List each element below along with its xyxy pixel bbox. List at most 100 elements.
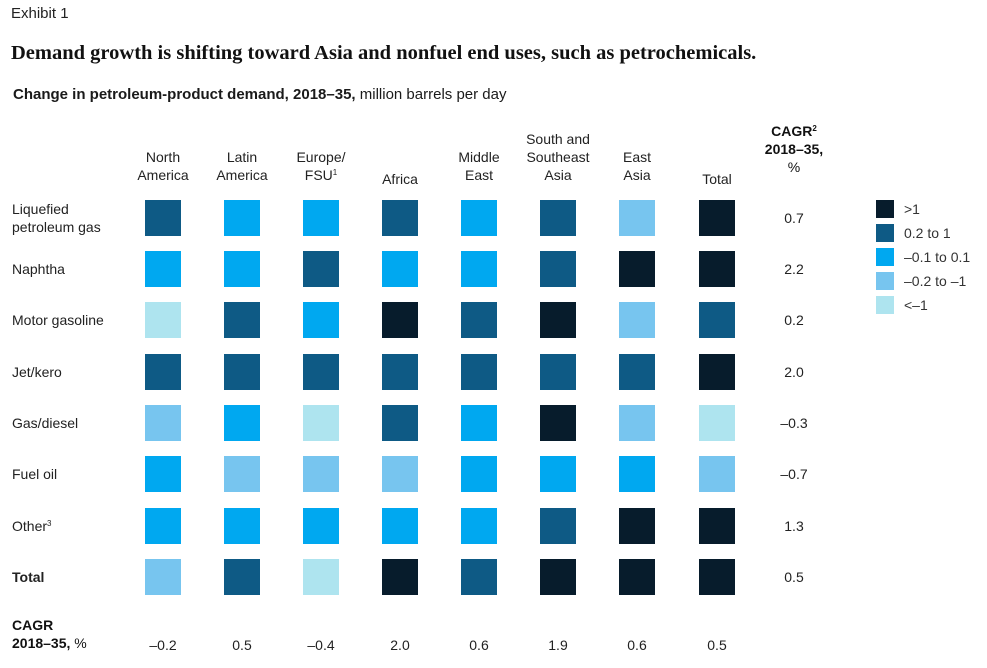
column-cagr-value: 0.5 <box>232 637 252 653</box>
heatmap-cell <box>699 354 735 390</box>
column-header-line: East <box>464 167 493 183</box>
row-label-text: Other <box>12 518 48 534</box>
legend-label: >1 <box>904 201 920 217</box>
row-cagr-value: 0.2 <box>784 312 804 328</box>
heatmap-cell <box>224 200 260 236</box>
subtitle-bold: Change in petroleum-product demand, 2018… <box>13 86 356 103</box>
row-label-line: Fuel oil <box>12 465 57 483</box>
heatmap-cell <box>382 559 418 595</box>
row-label-line: Gas/diesel <box>12 414 78 432</box>
row-label: Liquefied petroleum gas <box>12 200 101 236</box>
row-label: Total <box>12 568 44 586</box>
row-label: Naphtha <box>12 260 65 278</box>
heatmap-cell <box>699 200 735 236</box>
column-cagr-value: 0.6 <box>469 637 489 653</box>
row-label: Jet/kero <box>12 363 62 381</box>
heatmap-cell <box>303 200 339 236</box>
heatmap-cell <box>224 302 260 338</box>
heatmap-cell <box>145 456 181 492</box>
row-label-line: Total <box>12 568 44 586</box>
cagr-column-header: CAGR2 2018–35, % <box>744 122 844 176</box>
heatmap-cell <box>699 302 735 338</box>
column-header-line: Asia <box>623 167 651 183</box>
heatmap-cell <box>145 405 181 441</box>
column-cagr-value: –0.2 <box>149 637 177 653</box>
heatmap-cell <box>699 251 735 287</box>
column-header: Africa <box>350 170 450 188</box>
row-label: Gas/diesel <box>12 414 78 432</box>
column-header-line: America <box>216 167 268 183</box>
row-label-line: Other3 <box>12 517 51 535</box>
chart-title: Demand growth is shifting toward Asia an… <box>11 42 757 64</box>
row-label-line: Liquefied <box>12 200 101 218</box>
heatmap-cell <box>382 200 418 236</box>
column-header-line: Europe/ <box>296 149 346 165</box>
row-label: Fuel oil <box>12 465 57 483</box>
heatmap-cell <box>224 559 260 595</box>
heatmap-cell <box>382 302 418 338</box>
heatmap-cell <box>461 456 497 492</box>
heatmap-cell <box>382 354 418 390</box>
row-label-text: petroleum gas <box>12 219 101 235</box>
heatmap-cell <box>619 456 655 492</box>
heatmap-cell <box>619 405 655 441</box>
heatmap-cell <box>303 251 339 287</box>
heatmap-cell <box>461 559 497 595</box>
row-label-text: Motor gasoline <box>12 312 104 328</box>
column-header-text: FSU <box>304 167 333 183</box>
column-cagr-value: 1.9 <box>548 637 568 653</box>
column-header-line: America <box>137 167 189 183</box>
heatmap-cell <box>461 251 497 287</box>
legend-label: –0.1 to 0.1 <box>904 249 971 265</box>
heatmap-cell <box>224 508 260 544</box>
heatmap-cell <box>145 200 181 236</box>
row-label-text: Total <box>12 569 45 585</box>
heatmap-cell <box>303 456 339 492</box>
legend-swatch <box>876 200 894 218</box>
column-header-line: Africa <box>382 171 418 187</box>
heatmap-cell <box>540 508 576 544</box>
heatmap-cell <box>699 508 735 544</box>
column-header-line-with-footnote: FSU1 <box>271 166 371 184</box>
row-label-text: Gas/diesel <box>12 415 79 431</box>
column-header: Latin America <box>192 148 292 184</box>
column-header-line: North <box>145 149 181 165</box>
legend-label: –0.2 to –1 <box>904 273 967 289</box>
heatmap-cell <box>540 456 576 492</box>
legend-swatch <box>876 272 894 290</box>
heatmap-cell <box>461 354 497 390</box>
heatmap-cell <box>303 508 339 544</box>
heatmap-cell <box>540 354 576 390</box>
heatmap-cell <box>303 559 339 595</box>
row-cagr-value: –0.3 <box>780 415 808 431</box>
heatmap-cell <box>540 200 576 236</box>
bottom-cagr-unit: % <box>70 635 87 651</box>
heatmap-cell <box>145 251 181 287</box>
row-label: Other3 <box>12 517 51 535</box>
heatmap-cell <box>540 251 576 287</box>
heatmap-cell <box>699 405 735 441</box>
row-label-line: Jet/kero <box>12 363 62 381</box>
row-cagr-value: 2.2 <box>784 261 804 277</box>
cagr-header-line2: 2018–35, <box>764 141 824 157</box>
heatmap-cell <box>382 508 418 544</box>
column-header-line: Middle <box>458 149 500 165</box>
heatmap-cell <box>461 302 497 338</box>
heatmap-cell <box>224 405 260 441</box>
column-header-line: Asia <box>544 167 572 183</box>
row-footnote: 3 <box>47 519 52 528</box>
heatmap-cell <box>619 354 655 390</box>
bottom-cagr-line1: CAGR <box>12 617 54 633</box>
cagr-header-line3: % <box>787 159 801 175</box>
legend-label: <–1 <box>904 297 928 313</box>
exhibit-label: Exhibit 1 <box>11 5 69 22</box>
heatmap-cell <box>461 405 497 441</box>
heatmap-cell <box>619 200 655 236</box>
heatmap-cell <box>382 251 418 287</box>
column-header-line: Southeast <box>526 149 590 165</box>
heatmap-cell <box>619 508 655 544</box>
column-header: Total <box>667 170 767 188</box>
row-label-line: Motor gasoline <box>12 311 104 329</box>
cagr-header-footnote: 2 <box>812 124 817 133</box>
legend-label: 0.2 to 1 <box>904 225 951 241</box>
